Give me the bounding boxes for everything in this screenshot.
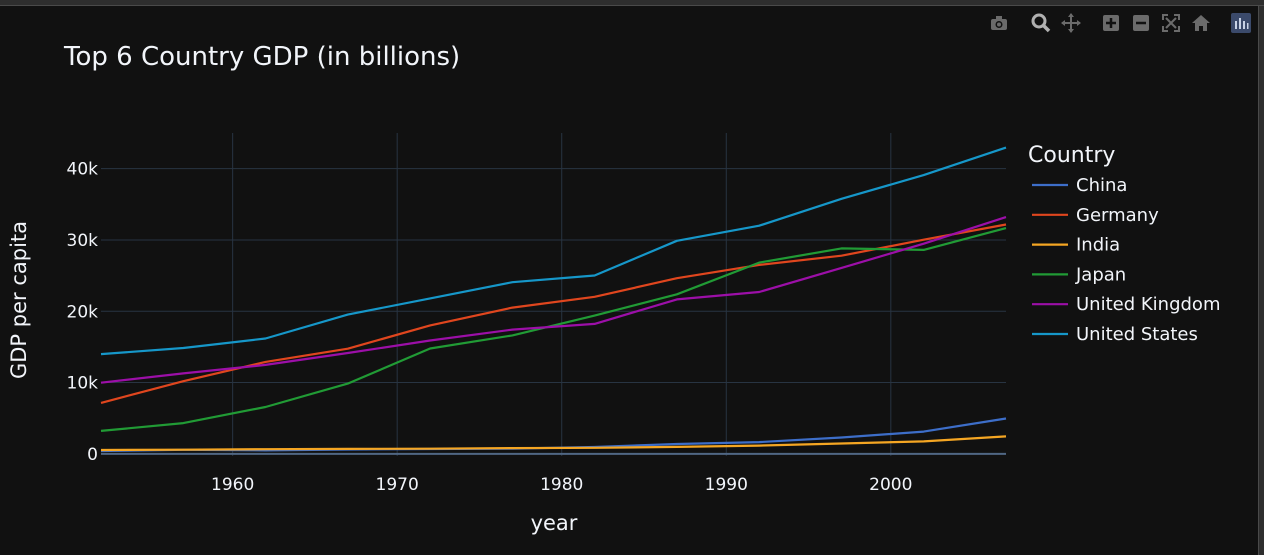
- y-tick-label: 40k: [67, 160, 99, 180]
- x-tick-label: 1960: [211, 475, 254, 495]
- window-right-border: [1258, 6, 1264, 555]
- legend-title: Country: [1028, 143, 1115, 168]
- legend-label: United Kingdom: [1076, 294, 1220, 315]
- grid-lines: [101, 133, 1006, 456]
- x-axis-ticks: 1960 1970 1980 1990 2000: [211, 475, 912, 495]
- series-line-united-states[interactable]: [100, 146, 1007, 356]
- zoom-out-icon[interactable]: [1130, 12, 1152, 34]
- series-line-japan[interactable]: [100, 227, 1007, 432]
- zoom-icon[interactable]: [1030, 12, 1052, 34]
- x-tick-label: 1970: [376, 475, 419, 495]
- zoom-in-icon[interactable]: [1100, 12, 1122, 34]
- legend-label: United States: [1076, 324, 1198, 345]
- legend-item-germany[interactable]: Germany: [1032, 205, 1159, 226]
- legend[interactable]: China Germany India Japan United Kingdom Unit…: [1032, 175, 1220, 345]
- series-line-india[interactable]: [100, 435, 1007, 452]
- legend-item-india[interactable]: India: [1032, 235, 1120, 256]
- plotly-logo-icon[interactable]: [1230, 12, 1252, 34]
- legend-item-united-states[interactable]: United States: [1032, 324, 1198, 345]
- legend-item-china[interactable]: China: [1032, 175, 1127, 196]
- x-axis-title: year: [531, 511, 578, 535]
- home-icon[interactable]: [1190, 12, 1212, 34]
- y-axis-title: GDP per capita: [7, 221, 31, 379]
- pan-icon[interactable]: [1060, 12, 1082, 34]
- camera-icon[interactable]: [988, 12, 1010, 34]
- legend-label: India: [1076, 235, 1120, 256]
- legend-item-united-kingdom[interactable]: United Kingdom: [1032, 294, 1220, 315]
- series-line-germany[interactable]: [100, 223, 1007, 404]
- y-tick-label: 10k: [67, 374, 99, 394]
- legend-label: Japan: [1075, 264, 1126, 285]
- autoscale-icon[interactable]: [1160, 12, 1182, 34]
- x-tick-label: 2000: [869, 475, 912, 495]
- y-axis-ticks: 0 10k 20k 30k 40k: [67, 160, 99, 465]
- chart-title: Top 6 Country GDP (in billions): [64, 42, 461, 72]
- modebar: [988, 12, 1254, 36]
- series-layer: [100, 146, 1007, 453]
- x-tick-label: 1980: [540, 475, 583, 495]
- series-line-china[interactable]: [100, 417, 1007, 453]
- plot-container: [0, 6, 1258, 555]
- legend-item-japan[interactable]: Japan: [1032, 264, 1126, 285]
- legend-label: Germany: [1076, 205, 1159, 226]
- legend-label: China: [1076, 175, 1127, 196]
- window-top-border: [0, 0, 1264, 6]
- y-tick-label: 0: [87, 445, 98, 465]
- y-tick-label: 20k: [67, 302, 99, 322]
- x-tick-label: 1990: [705, 475, 748, 495]
- y-tick-label: 30k: [67, 231, 99, 251]
- series-line-united-kingdom[interactable]: [100, 216, 1007, 384]
